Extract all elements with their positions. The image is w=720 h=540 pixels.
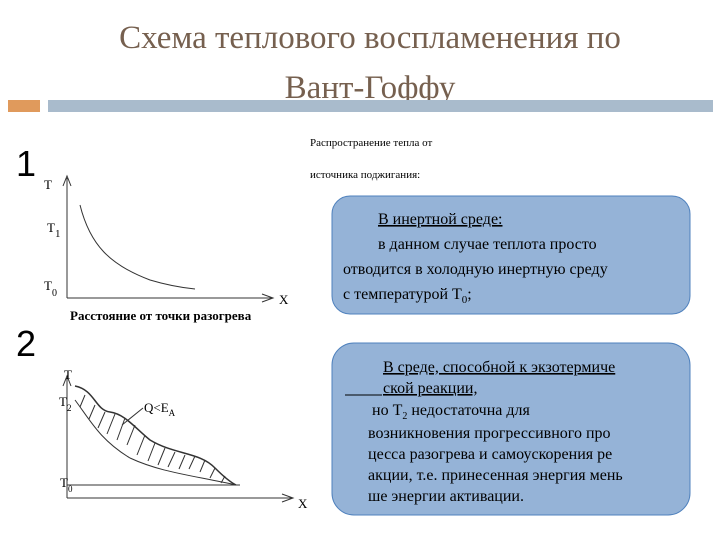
box-line: акции, т.е. принесенная энергия мень	[368, 467, 623, 484]
caption: Расстояние от точки разогрева	[70, 308, 252, 323]
q: Q<E	[144, 400, 169, 415]
t: T	[44, 278, 52, 293]
accent	[8, 100, 40, 112]
axis-label: T1	[47, 220, 60, 240]
box-heading: В инертной среде:	[378, 211, 502, 228]
part: с температурой T	[343, 286, 462, 303]
sub: 2	[402, 411, 407, 422]
box-line: В среде, способной к экзотермиче	[383, 359, 615, 376]
number: 1	[16, 143, 36, 184]
sub: A	[169, 408, 176, 418]
intro: источника поджигания:	[310, 169, 420, 181]
rule	[48, 100, 713, 112]
intro: Распространение тепла от	[310, 137, 432, 149]
box-line: с температурой T0;	[343, 286, 472, 306]
t: T	[60, 475, 68, 490]
annotation: Q<EA	[144, 400, 176, 418]
axis-label: T0	[44, 278, 57, 299]
box-line: возникновения прогрессивного про	[368, 425, 611, 442]
number: 2	[16, 323, 36, 364]
box-line: ше энергии активации.	[368, 488, 524, 505]
sub: 0	[68, 484, 73, 494]
sub: 2	[67, 403, 72, 413]
diagram-2	[62, 374, 295, 503]
box-line: отводится в холодную инертную среду	[343, 261, 608, 278]
part: но T	[372, 402, 403, 419]
axis-label: T0	[60, 475, 73, 494]
title: Схема теплового воспламенения по	[119, 20, 621, 56]
part: недостаточна для	[407, 402, 530, 419]
t: T	[59, 394, 67, 409]
t: T	[47, 220, 55, 235]
axis-label: T	[64, 367, 72, 382]
box-line: но T2 недостаточна для	[372, 402, 531, 422]
box-line: цесса разогрева и самоускорения ре	[368, 446, 612, 463]
box-line: в данном случае теплота просто	[378, 236, 597, 253]
axis-label: T2	[59, 394, 71, 413]
axis-label: X	[298, 496, 308, 511]
sub: 0	[52, 288, 57, 299]
sub: 0	[462, 294, 468, 306]
box-heading: ской реакции,	[383, 380, 477, 397]
axis-label: T	[44, 177, 52, 192]
part: ;	[467, 286, 471, 303]
axis-label: X	[279, 292, 289, 307]
box	[331, 342, 691, 516]
diagram-1	[62, 174, 275, 303]
box	[331, 195, 691, 315]
sub: 1	[55, 228, 61, 240]
